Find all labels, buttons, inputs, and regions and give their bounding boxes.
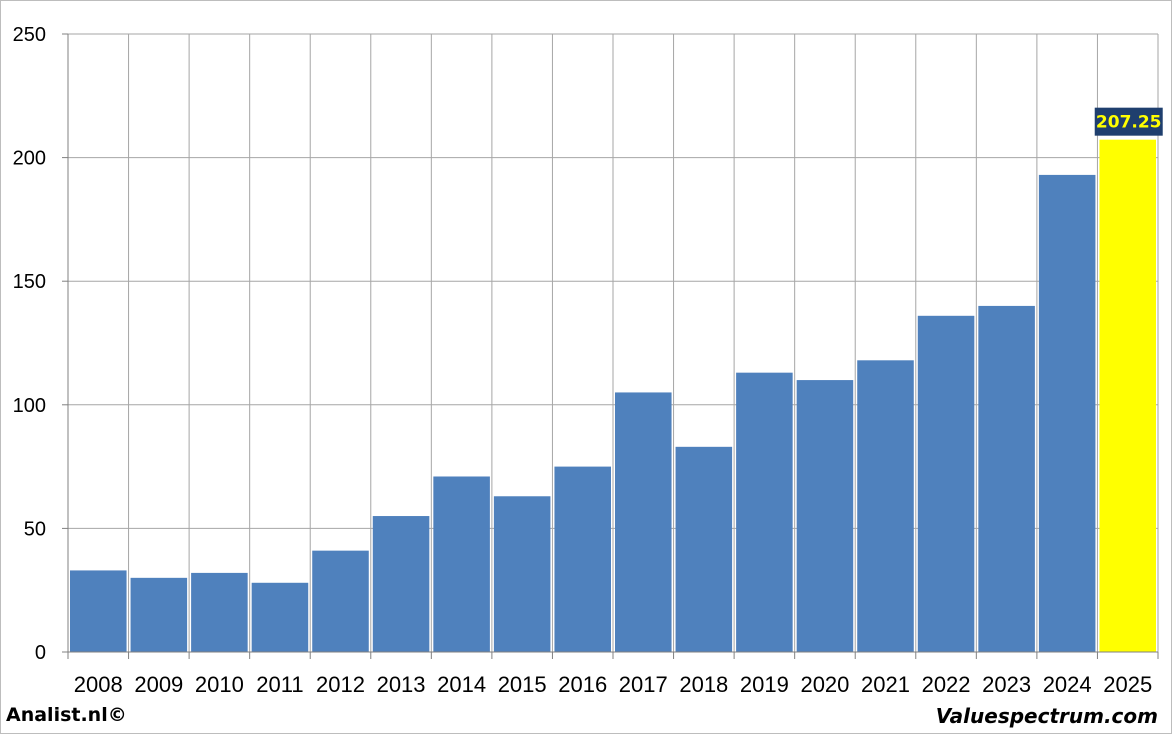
x-tick-label: 2024	[1043, 672, 1092, 697]
bar-2016	[554, 466, 611, 652]
x-tick-label: 2020	[800, 672, 849, 697]
x-tick-label: 2016	[558, 672, 607, 697]
bar-2008	[70, 570, 127, 652]
y-tick-label: 50	[24, 518, 46, 540]
x-tick-label: 2008	[74, 672, 123, 697]
bar-2020	[796, 380, 854, 652]
bar-2012	[312, 550, 369, 652]
x-tick-label: 2011	[256, 672, 303, 697]
bar-2023	[978, 305, 1035, 652]
x-tick-label: 2012	[316, 672, 365, 697]
bar-2024	[1038, 174, 1096, 653]
bar-2018	[675, 446, 733, 652]
x-tick-label: 2023	[982, 672, 1031, 697]
y-tick-label: 0	[35, 642, 46, 664]
y-tick-label: 250	[13, 24, 46, 46]
bars-layer	[70, 139, 1156, 653]
axis-layer: 0 50 100 150 200 250 2008 2009 2010 2011 2012 2013 2…	[13, 24, 1159, 697]
bar-2015	[493, 496, 551, 652]
footer-source-left: Analist.nl©	[6, 704, 127, 726]
bar-2011	[251, 582, 309, 652]
x-tick-label: 2014	[437, 672, 486, 697]
x-tick-label: 2018	[679, 672, 728, 697]
x-tick-label: 2009	[134, 672, 183, 697]
x-tick-label: 2013	[377, 672, 426, 697]
bar-2022	[917, 315, 975, 652]
y-tick-label: 150	[13, 271, 46, 293]
x-tick-label: 2019	[740, 672, 789, 697]
bar-2025	[1099, 139, 1156, 653]
bar-2021	[857, 360, 914, 652]
label-layer: 207.25	[1094, 107, 1163, 136]
data-label-box	[1094, 107, 1163, 136]
footer-source-right: Valuespectrum.com	[935, 704, 1158, 728]
data-label-value: 207.25	[1096, 113, 1162, 133]
x-tick-label: 2010	[195, 672, 244, 697]
x-tick-label: 2025	[1103, 672, 1152, 697]
bar-2014	[433, 476, 490, 652]
x-tick-label: 2017	[619, 672, 668, 697]
bar-2019	[736, 372, 793, 652]
y-tick-label: 100	[13, 395, 46, 417]
bar-2017	[615, 392, 672, 652]
x-tick-label: 2015	[498, 672, 547, 697]
bar-2009	[130, 577, 188, 652]
bar-chart: 0 50 100 150 200 250 2008 2009 2010 2011 2012 2013 2…	[13, 24, 1163, 697]
y-tick-label: 200	[13, 148, 46, 170]
bar-2010	[191, 572, 248, 652]
bar-2013	[372, 516, 430, 652]
x-tick-label: 2022	[922, 672, 971, 697]
x-tick-label: 2021	[861, 672, 910, 697]
